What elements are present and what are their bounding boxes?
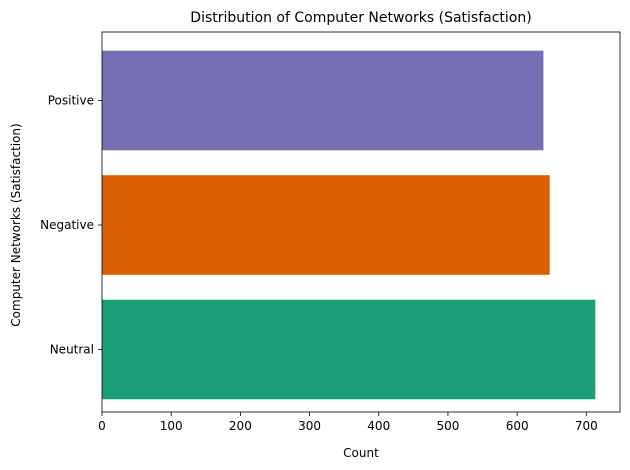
ticks-layer: Neutral Negative Positive 0 100 200 300 400 500 6… — [40, 94, 598, 434]
x-tick-label: 600 — [506, 419, 529, 433]
y-axis-label: Computer Networks (Satisfaction) — [9, 123, 23, 326]
x-tick-label: 300 — [298, 419, 321, 433]
bar-positive — [102, 50, 544, 151]
x-tick-label: 400 — [367, 419, 390, 433]
bar-negative — [102, 175, 550, 275]
axes-layer — [101, 31, 621, 413]
x-tick-label: 0 — [98, 419, 106, 433]
plot-frame — [101, 31, 621, 413]
x-tick-label: 200 — [229, 419, 252, 433]
y-tick-label: Positive — [48, 94, 94, 108]
y-tick-label: Negative — [40, 218, 94, 232]
x-tick-label: 700 — [575, 419, 598, 433]
chart-title: Distribution of Computer Networks (Satis… — [190, 10, 531, 26]
x-tick-label: 100 — [160, 419, 183, 433]
x-tick-label: 500 — [437, 419, 460, 433]
y-tick-label: Neutral — [50, 343, 94, 357]
bars-layer — [102, 50, 596, 400]
x-axis-label: Count — [343, 446, 379, 460]
bar-neutral — [102, 299, 596, 400]
